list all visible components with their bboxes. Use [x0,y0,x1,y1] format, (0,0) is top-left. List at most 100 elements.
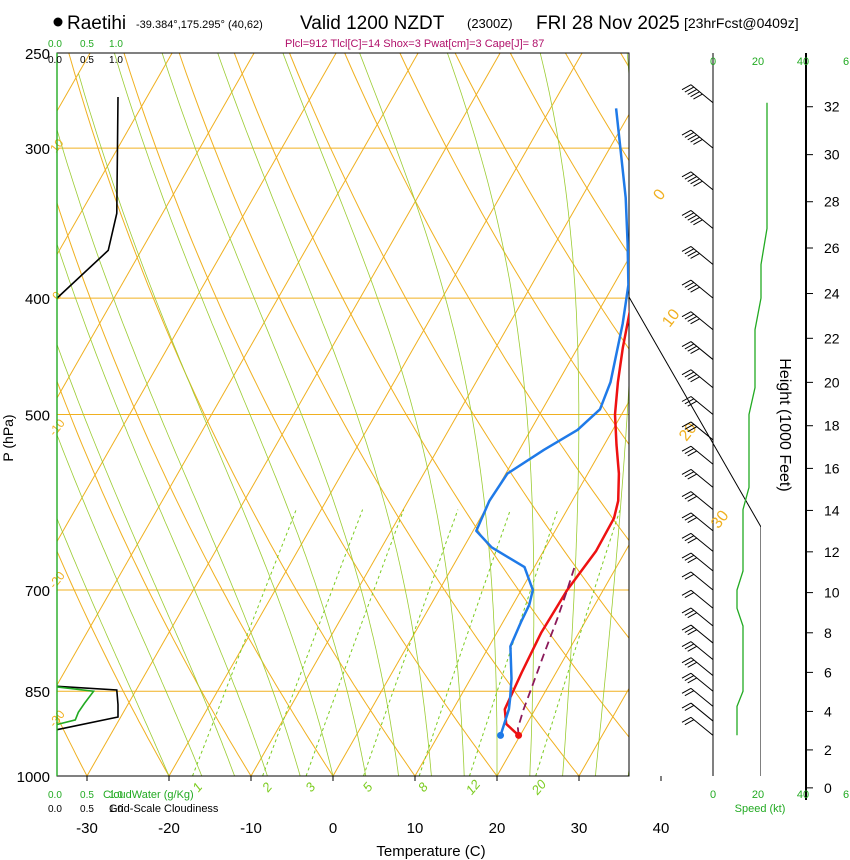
wind-barb-staff [690,341,714,360]
isotherm-line [57,53,255,399]
wind-barb-flag [684,343,695,350]
x-axis-title: Temperature (C) [376,843,485,860]
moist-adiabat-line [282,53,465,776]
bottom-right-tick: 40 [797,789,809,801]
bottom-right-tick: 6 [843,789,849,801]
wind-barb-staff [690,445,714,465]
x-tick-label: 30 [571,820,588,837]
wind-barb-flag [684,535,695,542]
valid-time: Valid 1200 NZDT [300,13,445,34]
mixing-ratio-line [192,509,297,776]
wind-barb-flag [693,180,703,187]
wind-barb-flag [681,171,692,178]
wind-barb-flag [681,512,692,519]
wind-barb-flag [684,86,695,93]
bottom-right-tick: 20 [752,789,764,801]
wind-barb-staff [690,469,714,488]
wind-barb-flag [681,657,692,664]
wind-barb-flag [684,282,695,288]
height-tick-label: 14 [824,502,840,518]
wind-barb-flag [681,421,692,428]
wind-barb-staff [690,607,714,627]
top-green-tick: 1.0 [109,39,123,50]
temperature-line [503,300,629,737]
wind-barbs [681,84,768,736]
wind-barb-staff [690,369,714,389]
wind-barb-flag [690,217,700,223]
wind-barb-flag [684,609,695,616]
wind-barb [681,279,714,299]
wind-barb-staff [690,246,714,265]
wind-barb-staff [690,210,714,229]
wind-barb-flag [687,176,697,182]
wind-barb [681,311,714,331]
wind-panel-edge [629,296,761,528]
wind-barb [681,210,714,229]
wind-barb-flag [690,91,700,98]
wind-barb-staff [690,84,714,104]
wind-barb-flag [684,448,695,454]
moist-adiabat-line [595,53,629,776]
wind-barb-flag [687,473,697,480]
wind-barb [681,687,714,707]
wind-barb-flag [681,129,692,136]
wind-barb-flag [681,84,692,91]
wind-barb-flag [681,532,692,539]
wind-barb [681,716,714,736]
wind-barb-flag [687,557,697,564]
wind-barb [681,491,714,510]
wind-barb-flag [687,134,697,141]
wind-barb-flag [687,400,697,407]
wind-barb [681,512,714,532]
x-tick-label: -20 [158,820,180,837]
wind-barb-staff [690,716,714,736]
wind-barb-flag [681,279,692,286]
isotherm-line [250,113,629,776]
wind-barb [681,129,714,149]
bottom-right-tick: 0 [710,789,716,801]
height-tick-label: 6 [824,664,832,680]
wind-barb-staff [690,311,714,331]
wind-barb-flag [687,345,697,352]
wind-barb-staff [690,657,714,677]
wind-barb-flag [690,286,700,293]
wind-barb-flag [687,450,697,457]
top-right-tick: 20 [752,56,764,68]
wind-barb-flag [681,210,692,216]
wind-barb-flag [681,341,692,347]
wind-barb-flag [690,348,700,355]
cloudiness-label: Grid-Scale Cloudiness [109,803,219,815]
x-tick-label: 40 [653,820,670,837]
height-tick-label: 32 [824,99,840,115]
wind-barb-flag [684,514,695,521]
wind-barb-staff [690,129,714,149]
wind-barb-flag [684,554,695,561]
station-dot [53,17,63,27]
wind-barb-flag [684,675,695,682]
wind-barb [681,341,714,360]
wind-barb-flag [681,468,692,475]
wind-barb-staff [690,702,714,722]
wind-barb-flag [684,398,695,405]
wind-barb-flag [681,624,692,631]
top-black-tick: 0.0 [48,55,62,66]
wind-barb [681,552,714,572]
wind-barb-staff [690,589,714,609]
wind-barb-flag [690,376,700,383]
wind-barb-flag [681,589,692,596]
mixing-ratio-line [305,509,405,776]
top-black-tick: 1.0 [109,55,123,66]
isotherm-line [168,53,583,776]
mixing-ratio-label: 12 [463,776,484,797]
top-green-tick: 0.0 [48,39,62,50]
p-tick-label: 1000 [17,769,50,786]
wind-barb-flag [684,131,695,138]
dry-adiabat-line [57,201,334,776]
wind-barb-flag [687,315,697,322]
wind-barb-flag [687,373,697,380]
cloudwater-line [56,686,96,726]
isotherm-line [57,53,419,687]
wind-barb [681,369,714,389]
wind-barb-staff [690,491,714,510]
wind-barb-flag [687,629,697,636]
